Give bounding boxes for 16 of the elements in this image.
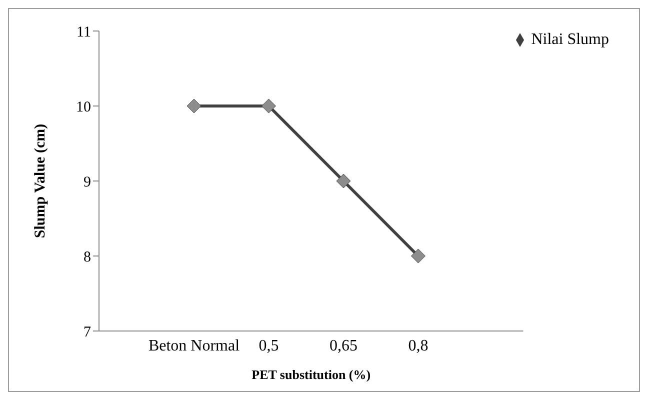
x-tick-label: 0,65	[329, 337, 358, 354]
legend-label: Nilai Slump	[531, 31, 609, 48]
x-tick-label: Beton Normal	[148, 337, 240, 354]
x-axis-title: PET substitution (%)	[252, 367, 371, 382]
x-tick-label: 0,8	[408, 337, 428, 354]
point	[261, 98, 276, 114]
y-tick-label: 7	[84, 324, 92, 340]
point	[410, 248, 426, 264]
y-tick-label: 10	[76, 99, 91, 116]
x-tick-label: 0,5	[258, 337, 279, 354]
point	[186, 98, 202, 114]
point	[336, 174, 351, 188]
y-tick-label: 9	[84, 174, 91, 190]
y-axis-title: Slump Value (cm)	[32, 124, 48, 238]
y-tick-label: 8	[84, 249, 91, 266]
y-tick-label: 11	[76, 24, 91, 40]
